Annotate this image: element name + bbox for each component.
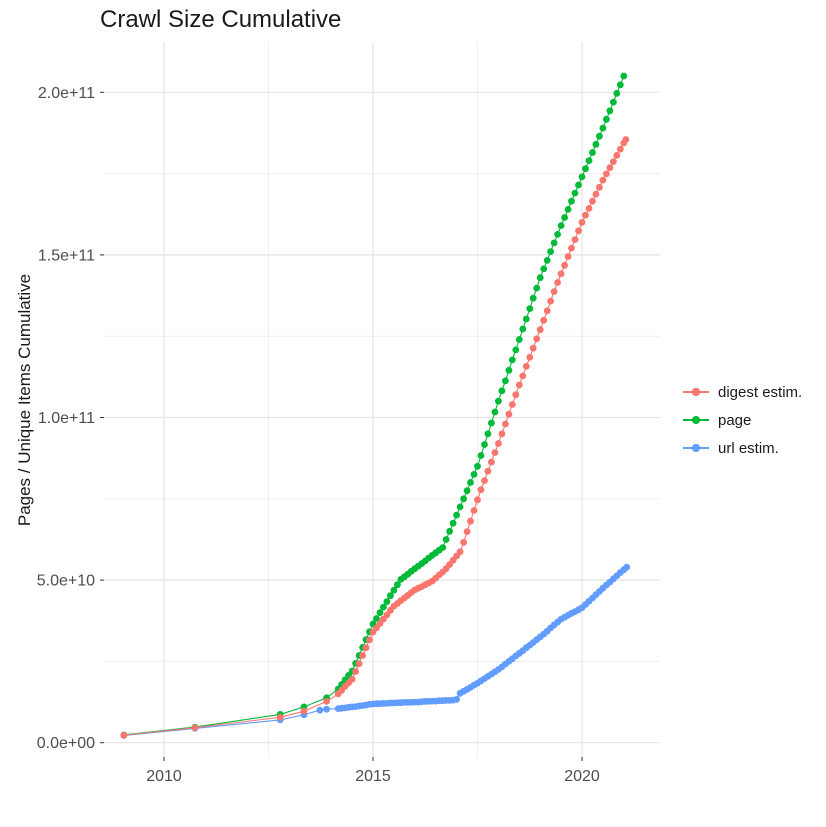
legend-label: page: [718, 411, 752, 429]
legend-key-url-dot-icon: [683, 443, 709, 453]
legend-entry-digest-estim: digest estim.: [683, 378, 802, 406]
y-axis-title: Pages / Unique Items Cumulative: [15, 273, 34, 527]
svg-text:2.0e+11: 2.0e+11: [38, 85, 95, 102]
chart-title: Crawl Size Cumulative: [100, 6, 342, 33]
legend-entry-url-estim: url estim.: [683, 434, 802, 462]
svg-text:1.0e+11: 1.0e+11: [38, 410, 95, 427]
legend-label: digest estim.: [718, 383, 803, 401]
legend-label: url estim.: [718, 439, 779, 457]
legend-key-page-dot-icon: [683, 415, 709, 425]
svg-text:2020: 2020: [564, 768, 600, 785]
svg-text:2015: 2015: [355, 768, 391, 785]
svg-text:5.0e+10: 5.0e+10: [37, 573, 95, 590]
legend-entry-page: page: [683, 406, 802, 434]
legend: digest estim. page url estim.: [683, 378, 802, 462]
svg-text:2010: 2010: [146, 768, 182, 785]
svg-text:0.0e+00: 0.0e+00: [37, 735, 95, 752]
legend-key-digest-dot-icon: [683, 387, 709, 397]
svg-text:1.5e+11: 1.5e+11: [38, 247, 95, 264]
